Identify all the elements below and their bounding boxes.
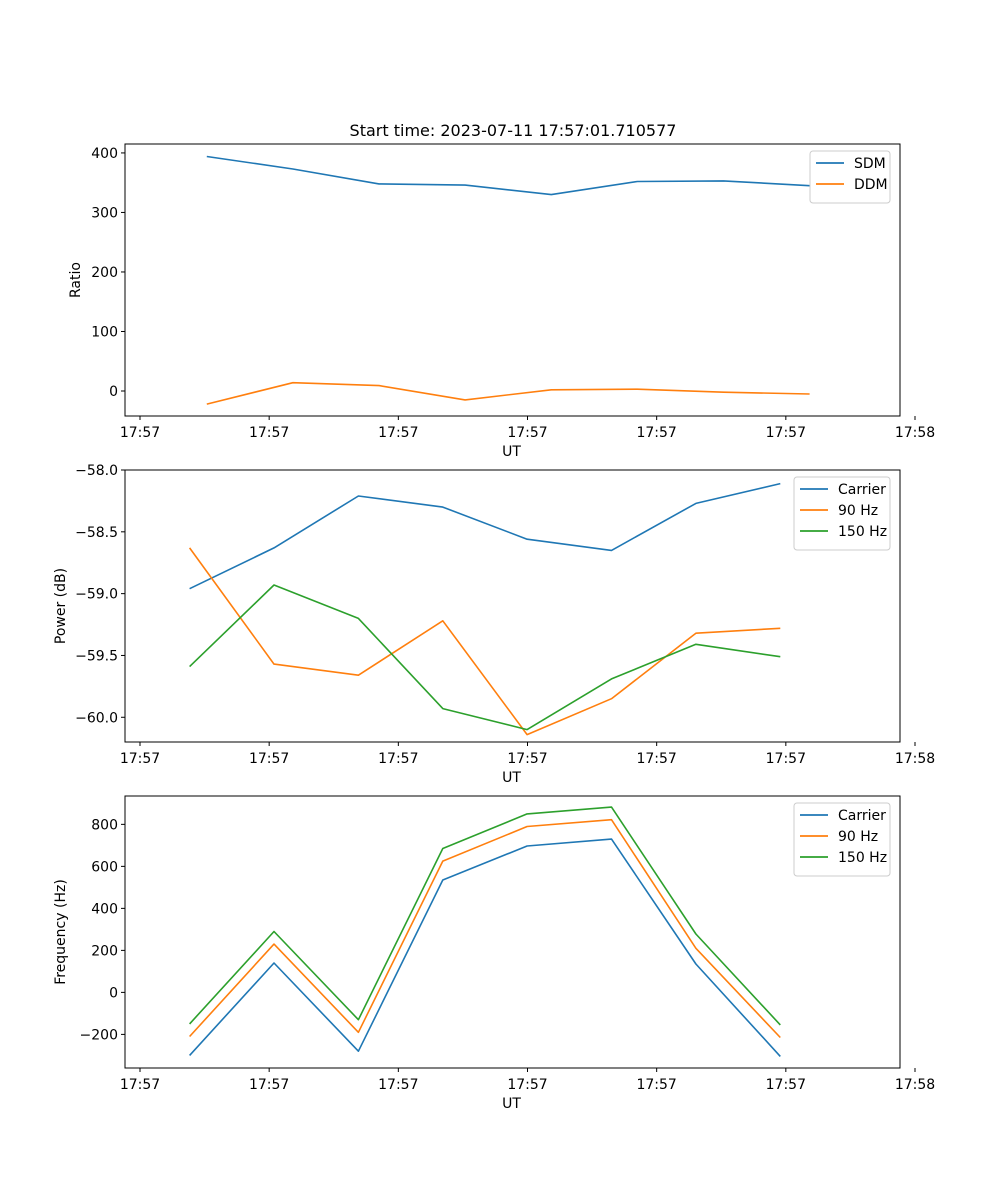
x-tick-label: 17:57	[636, 425, 676, 441]
y-tick-label: −60.0	[75, 710, 118, 726]
y-tick-label: 0	[109, 985, 118, 1001]
chart-panel-1: 0 100 200 300 400 17:57 17:57 17:57 17:57 17:57 17…	[68, 143, 935, 460]
x-tick-label: 17:57	[766, 751, 806, 767]
x-axis-label: UT	[502, 444, 521, 460]
x-tick-label: 17:57	[249, 751, 289, 767]
y-tick-label: 300	[91, 205, 118, 221]
y-tick-label: −58.0	[75, 463, 118, 479]
x-tick-label: 17:57	[507, 425, 547, 441]
x-tick-label: 17:57	[120, 751, 160, 767]
y-tick-label: 400	[91, 901, 118, 917]
series-line-90-hz	[188, 547, 781, 736]
y-axis-label: Power (dB)	[53, 568, 69, 644]
legend-label: 90 Hz	[838, 829, 878, 845]
x-tick-label: 17:57	[120, 425, 160, 441]
y-tick-label: −200	[80, 1027, 118, 1043]
legend-label: SDM	[854, 156, 886, 172]
x-tick-label: 17:57	[766, 1077, 806, 1093]
x-tick-label: 17:57	[249, 425, 289, 441]
y-tick-label: 200	[91, 943, 118, 959]
x-tick-label: 17:57	[636, 751, 676, 767]
plot-frame	[124, 795, 901, 1069]
x-tick-label: 17:57	[507, 1077, 547, 1093]
x-tick-label: 17:57	[378, 425, 418, 441]
series-line-150-hz	[189, 806, 781, 1026]
x-axis-label: UT	[502, 1096, 521, 1112]
x-tick-label: 17:57	[766, 425, 806, 441]
chart-panel-3: −200 0 200 400 600 800 17:57 17:57 17:57 17:57 17:…	[53, 795, 935, 1112]
y-axis-label: Ratio	[68, 262, 84, 298]
y-tick-label: −59.0	[75, 587, 118, 603]
legend-label: Carrier	[838, 808, 886, 824]
figure-title: Start time: 2023-07-11 17:57:01.710577	[350, 121, 677, 140]
x-tick-label: 17:57	[636, 1077, 676, 1093]
y-tick-label: 200	[91, 265, 118, 281]
y-tick-label: 0	[109, 384, 118, 400]
legend: Carrier 90 Hz 150 Hz	[793, 802, 891, 877]
series-line-carrier	[189, 838, 781, 1057]
chart-panel-2: −60.0 −59.5 −59.0 −58.5 −58.0 17:57 17:57 17:57…	[53, 463, 935, 786]
series-line-90-hz	[189, 818, 781, 1039]
series-line-sdm	[206, 155, 810, 196]
y-tick-label: 400	[91, 146, 118, 162]
y-tick-label: 800	[91, 817, 118, 833]
legend-label: 150 Hz	[838, 524, 887, 540]
series-line-carrier	[189, 482, 781, 590]
charts-container: 0 100 200 300 400 17:57 17:57 17:57 17:57 17:57 17…	[53, 143, 935, 1112]
x-axis-label: UT	[502, 770, 521, 786]
legend-label: Carrier	[838, 482, 886, 498]
legend-label: 90 Hz	[838, 503, 878, 519]
x-tick-label: 17:57	[507, 751, 547, 767]
y-tick-label: 600	[91, 859, 118, 875]
x-tick-label: 17:57	[378, 751, 418, 767]
y-tick-label: −58.5	[75, 525, 118, 541]
x-tick-label: 17:58	[895, 751, 935, 767]
legend: SDM DDM	[809, 150, 891, 204]
y-axis-label: Frequency (Hz)	[53, 879, 69, 985]
legend: Carrier 90 Hz 150 Hz	[793, 476, 891, 551]
x-tick-label: 17:57	[120, 1077, 160, 1093]
x-tick-label: 17:58	[895, 425, 935, 441]
x-tick-label: 17:58	[895, 1077, 935, 1093]
legend-box	[809, 150, 891, 204]
y-tick-label: 100	[91, 324, 118, 340]
series-line-ddm	[206, 381, 810, 405]
legend-label: 150 Hz	[838, 850, 887, 866]
x-tick-label: 17:57	[249, 1077, 289, 1093]
plot-frame	[124, 469, 901, 743]
y-tick-label: −59.5	[75, 648, 118, 664]
plot-frame	[124, 143, 901, 417]
x-tick-label: 17:57	[378, 1077, 418, 1093]
series-line-150-hz	[189, 584, 781, 731]
legend-label: DDM	[854, 177, 888, 193]
